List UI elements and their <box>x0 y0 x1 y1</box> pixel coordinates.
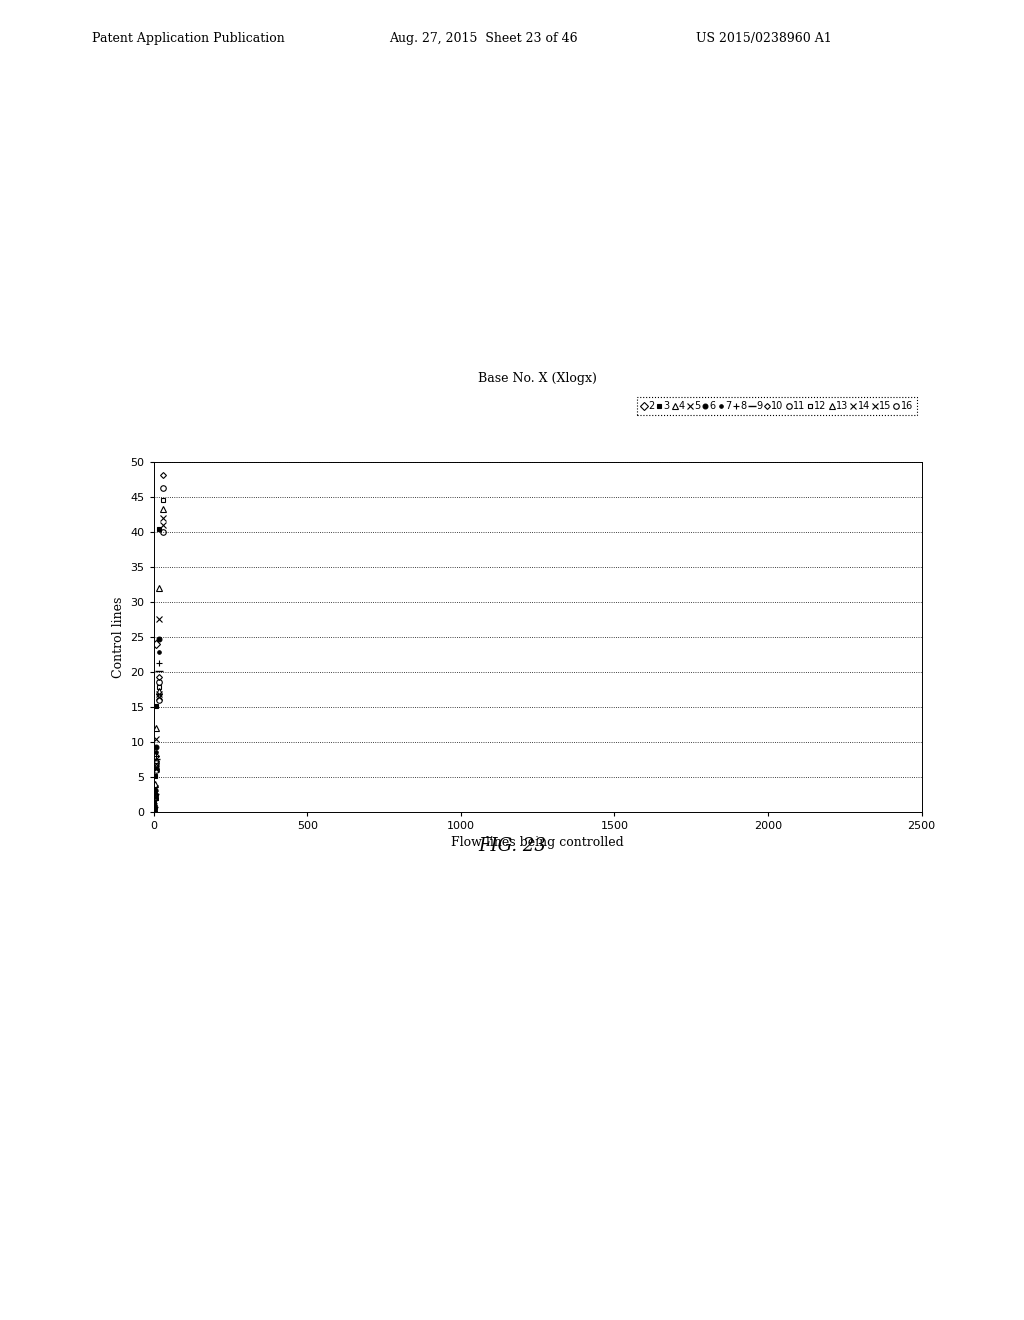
Text: Aug. 27, 2015  Sheet 23 of 46: Aug. 27, 2015 Sheet 23 of 46 <box>389 32 578 45</box>
Legend: 2, 3, 4, 5, 6, 7, 8, 9, 10, 11, 12, 13, 14, 15, 16: 2, 3, 4, 5, 6, 7, 8, 9, 10, 11, 12, 13, … <box>637 397 916 416</box>
Text: Patent Application Publication: Patent Application Publication <box>92 32 285 45</box>
X-axis label: Flow lines being controlled: Flow lines being controlled <box>452 837 624 849</box>
Y-axis label: Control lines: Control lines <box>112 597 125 677</box>
Text: Base No. X (Xlogx): Base No. X (Xlogx) <box>478 372 597 385</box>
Text: FIG. 23: FIG. 23 <box>478 837 546 855</box>
Text: US 2015/0238960 A1: US 2015/0238960 A1 <box>696 32 833 45</box>
